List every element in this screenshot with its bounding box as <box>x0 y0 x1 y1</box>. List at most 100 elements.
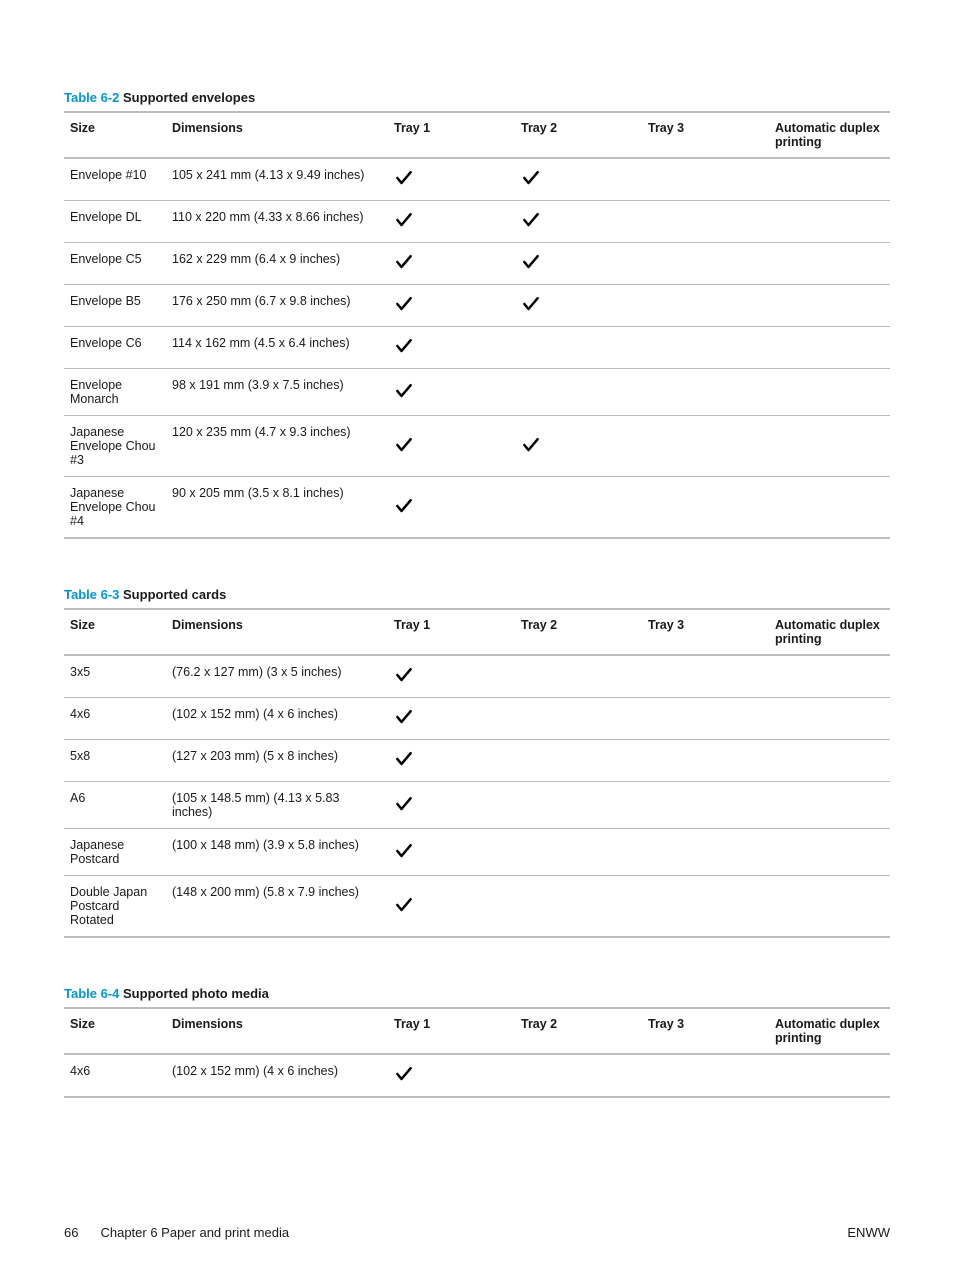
cell-t2 <box>515 158 642 201</box>
column-header: Dimensions <box>166 112 388 158</box>
cell-t1 <box>388 327 515 369</box>
column-header: Tray 2 <box>515 1008 642 1054</box>
cell-t3 <box>642 243 769 285</box>
cell-t1 <box>388 285 515 327</box>
cell-t3 <box>642 876 769 938</box>
cell-dup <box>769 829 890 876</box>
column-header: Automatic duplex printing <box>769 609 890 655</box>
cell-t1 <box>388 698 515 740</box>
table-row: A6(105 x 148.5 mm) (4.13 x 5.83 inches) <box>64 782 890 829</box>
cell-t2 <box>515 369 642 416</box>
cell-t1 <box>388 477 515 539</box>
cell-t2 <box>515 782 642 829</box>
cell-t1 <box>388 243 515 285</box>
cell-size: 4x6 <box>64 698 166 740</box>
column-header: Size <box>64 1008 166 1054</box>
caption-title: Supported envelopes <box>123 90 255 105</box>
cell-t3 <box>642 477 769 539</box>
check-icon <box>394 168 414 191</box>
column-header: Tray 1 <box>388 609 515 655</box>
check-icon <box>521 252 541 275</box>
table-photo-block: Table 6-4 Supported photo media SizeDime… <box>64 986 890 1098</box>
cell-t2 <box>515 698 642 740</box>
column-header: Size <box>64 609 166 655</box>
check-icon <box>394 435 414 458</box>
cell-t1 <box>388 158 515 201</box>
cell-dimensions: 105 x 241 mm (4.13 x 9.49 inches) <box>166 158 388 201</box>
caption-title: Supported photo media <box>123 986 269 1001</box>
cell-t2 <box>515 740 642 782</box>
cell-t3 <box>642 158 769 201</box>
cell-size: Envelope DL <box>64 201 166 243</box>
table-row: 4x6(102 x 152 mm) (4 x 6 inches) <box>64 698 890 740</box>
column-header: Dimensions <box>166 609 388 655</box>
cell-dup <box>769 782 890 829</box>
table-row: 3x5(76.2 x 127 mm) (3 x 5 inches) <box>64 655 890 698</box>
cell-t1 <box>388 416 515 477</box>
check-icon <box>394 294 414 317</box>
cell-t2 <box>515 327 642 369</box>
cell-dimensions: 176 x 250 mm (6.7 x 9.8 inches) <box>166 285 388 327</box>
cell-size: 3x5 <box>64 655 166 698</box>
check-icon <box>394 252 414 275</box>
caption-cards: Table 6-3 Supported cards <box>64 587 890 602</box>
cell-dup <box>769 243 890 285</box>
cell-size: 5x8 <box>64 740 166 782</box>
cell-t1 <box>388 740 515 782</box>
cell-t1 <box>388 369 515 416</box>
check-icon <box>394 1064 414 1087</box>
column-header: Automatic duplex printing <box>769 112 890 158</box>
cell-dimensions: 162 x 229 mm (6.4 x 9 inches) <box>166 243 388 285</box>
cell-t2 <box>515 477 642 539</box>
cell-dimensions: (102 x 152 mm) (4 x 6 inches) <box>166 1054 388 1097</box>
cell-t2 <box>515 1054 642 1097</box>
page-footer: 66 Chapter 6 Paper and print media ENWW <box>64 1225 890 1240</box>
cell-t1 <box>388 1054 515 1097</box>
check-icon <box>394 749 414 772</box>
check-icon <box>521 294 541 317</box>
cell-t3 <box>642 201 769 243</box>
caption-label: Table 6-3 <box>64 587 119 602</box>
cell-size: A6 <box>64 782 166 829</box>
footer-right: ENWW <box>847 1225 890 1240</box>
chapter-title: Chapter 6 Paper and print media <box>100 1225 289 1240</box>
cell-t3 <box>642 369 769 416</box>
caption-envelopes: Table 6-2 Supported envelopes <box>64 90 890 105</box>
cell-dimensions: (76.2 x 127 mm) (3 x 5 inches) <box>166 655 388 698</box>
column-header: Size <box>64 112 166 158</box>
table-row: 5x8(127 x 203 mm) (5 x 8 inches) <box>64 740 890 782</box>
table-envelopes-block: Table 6-2 Supported envelopes SizeDimens… <box>64 90 890 539</box>
check-icon <box>521 435 541 458</box>
cell-dup <box>769 655 890 698</box>
table-row: Envelope DL110 x 220 mm (4.33 x 8.66 inc… <box>64 201 890 243</box>
cell-dup <box>769 1054 890 1097</box>
table-envelopes: SizeDimensionsTray 1Tray 2Tray 3Automati… <box>64 111 890 539</box>
cell-dimensions: 110 x 220 mm (4.33 x 8.66 inches) <box>166 201 388 243</box>
cell-t1 <box>388 782 515 829</box>
cell-size: Japanese Postcard <box>64 829 166 876</box>
cell-t3 <box>642 740 769 782</box>
document-page: Table 6-2 Supported envelopes SizeDimens… <box>0 0 954 1270</box>
column-header: Automatic duplex printing <box>769 1008 890 1054</box>
cell-dimensions: 120 x 235 mm (4.7 x 9.3 inches) <box>166 416 388 477</box>
cell-size: Envelope Monarch <box>64 369 166 416</box>
cell-t1 <box>388 655 515 698</box>
check-icon <box>394 794 414 817</box>
check-icon <box>394 336 414 359</box>
cell-size: Japanese Envelope Chou #4 <box>64 477 166 539</box>
table-row: Japanese Envelope Chou #490 x 205 mm (3.… <box>64 477 890 539</box>
table-cards-block: Table 6-3 Supported cards SizeDimensions… <box>64 587 890 938</box>
cell-dup <box>769 285 890 327</box>
cell-dimensions: (102 x 152 mm) (4 x 6 inches) <box>166 698 388 740</box>
check-icon <box>394 210 414 233</box>
cell-size: Envelope B5 <box>64 285 166 327</box>
cell-t2 <box>515 201 642 243</box>
cell-dup <box>769 158 890 201</box>
cell-t2 <box>515 285 642 327</box>
cell-t3 <box>642 655 769 698</box>
table-row: Japanese Postcard(100 x 148 mm) (3.9 x 5… <box>64 829 890 876</box>
check-icon <box>394 707 414 730</box>
check-icon <box>521 210 541 233</box>
cell-size: Envelope C6 <box>64 327 166 369</box>
check-icon <box>394 496 414 519</box>
